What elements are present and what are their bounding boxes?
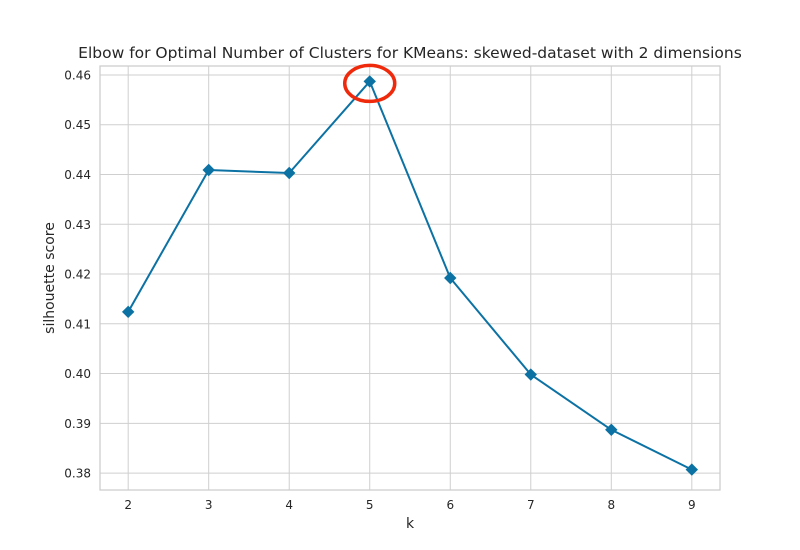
y-axis-label: silhouette score [42,222,58,334]
x-tick-label: 8 [607,498,615,512]
data-point-diamond [524,368,537,381]
y-tick-label: 0.45 [64,118,91,132]
plot-area [100,66,720,490]
y-tick-label: 0.40 [64,367,91,381]
y-tick-label: 0.41 [64,317,91,331]
data-point-diamond [121,305,135,319]
tick-labels: 2 3 4 5 6 7 8 9 0.38 0.39 0.40 0.41 0.42 0.43 0.44 0.45… [64,68,695,512]
optimal-k-highlight-circle [342,63,397,104]
x-tick-label: 2 [124,498,132,512]
x-axis-label: k [406,516,415,532]
y-tick-label: 0.39 [64,417,91,431]
y-tick-label: 0.42 [64,268,91,282]
data-point-diamond [685,463,699,476]
series-layer [121,63,699,476]
chart-title: Elbow for Optimal Number of Clusters for… [78,44,742,62]
y-tick-label: 0.38 [64,467,91,481]
x-tick-label: 7 [527,498,535,512]
data-point-diamond [202,163,215,177]
data-point-diamond [605,423,618,436]
axes-frame [99,65,721,491]
data-point-diamond [283,166,296,180]
y-tick-label: 0.44 [64,168,91,182]
data-point-diamond [444,271,457,285]
y-tick-label: 0.43 [64,218,91,232]
x-tick-label: 9 [688,498,696,512]
series-line [127,80,693,471]
data-point-diamond [363,75,376,88]
x-tick-label: 4 [285,498,293,512]
x-tick-label: 6 [446,498,454,512]
x-tick-label: 3 [205,498,213,512]
y-tick-label: 0.46 [64,68,91,82]
grid-lines [100,66,720,490]
x-tick-label: 5 [366,498,374,512]
